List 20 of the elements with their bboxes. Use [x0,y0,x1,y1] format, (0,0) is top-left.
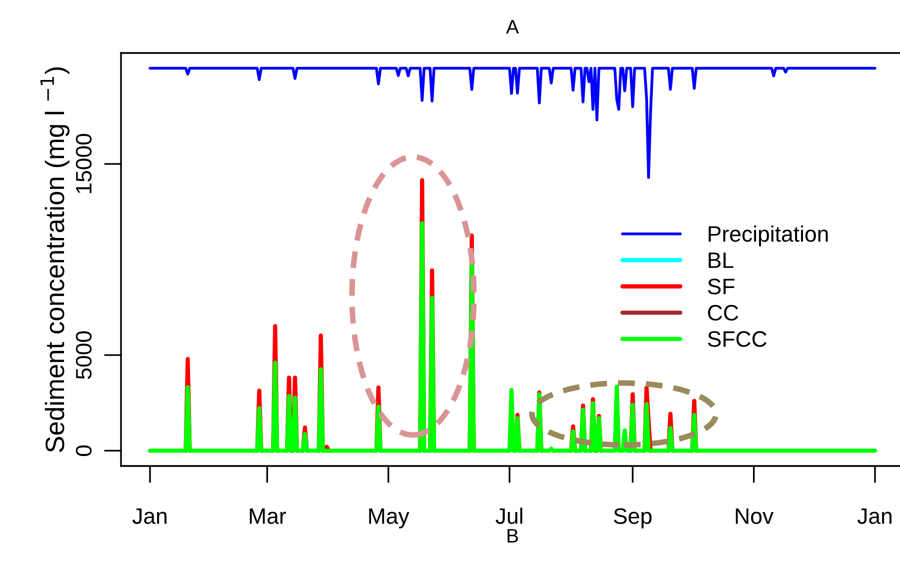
line-series [148,221,878,453]
x-tick-label: May [369,508,410,528]
y-tick-label: 15000 [76,134,92,194]
legend-label: CC [708,304,738,321]
legend-label: BL [708,252,734,268]
line-series [148,66,876,179]
y-axis-title: Sediment concentration (mg l $^{−1}$) [40,67,70,452]
legend-label: Precipitation [708,226,828,246]
x-tick-label: Sep [614,508,652,528]
x-tick-label: Nov [736,508,774,524]
y-tick-label: 5000 [76,331,92,379]
legend-label: SF [708,278,734,294]
x-tick-label: Jul [496,508,522,524]
legend-label: SFCC [708,331,767,347]
x-tick-label: Jan [857,508,892,524]
x-tick-label: Jan [132,508,166,524]
chart-title: A [506,20,519,34]
x-tick-label: Mar [250,508,286,524]
x-axis-title: B [508,529,518,542]
y-tick-label: 0 [76,445,92,456]
